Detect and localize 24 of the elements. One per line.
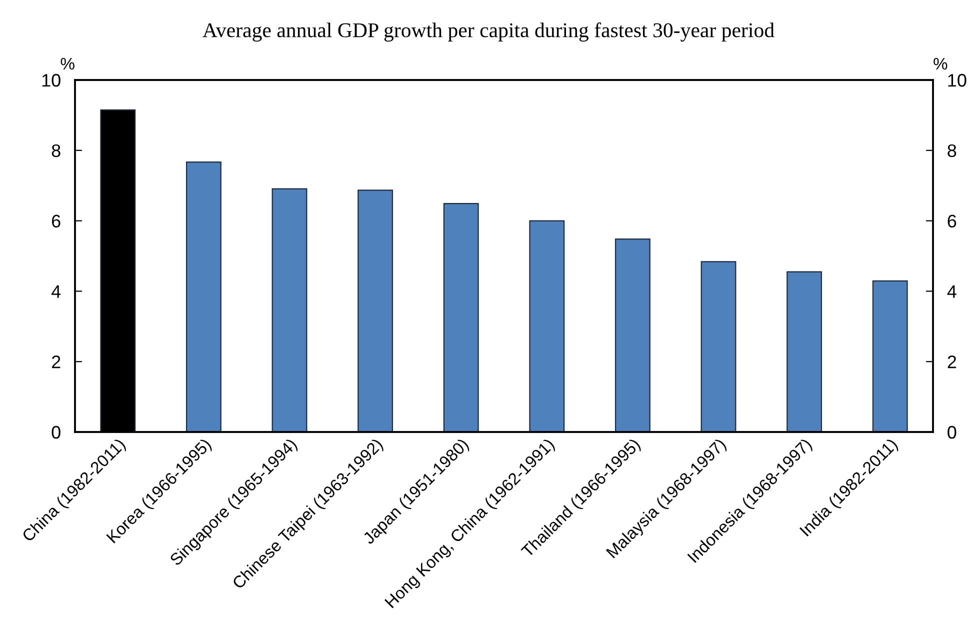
y-tick-label: 6 [52, 214, 60, 228]
bar [786, 271, 822, 432]
y2-tick-label: 2 [948, 356, 956, 368]
y-axis-title: % [60, 58, 74, 70]
y2-axis-title: % [934, 58, 948, 70]
y2-tick-label: 6 [948, 214, 956, 228]
bar [700, 261, 736, 432]
chart-title: Average annual GDP growth per capita during fastest 30-year period [202, 22, 774, 42]
bar [358, 190, 394, 432]
bar [872, 280, 908, 432]
bar [186, 161, 222, 432]
y2-tick-label: 0 [948, 426, 956, 439]
y-tick-label: 0 [52, 426, 60, 439]
y2-tick-label: 10 [948, 74, 966, 87]
y2-tick-label: 4 [947, 285, 956, 298]
y-tick-label: 8 [52, 144, 60, 158]
y2-tick-label: 8 [948, 144, 956, 158]
bar [529, 220, 565, 432]
y-tick-label: 10 [42, 74, 60, 87]
y-tick-label: 4 [51, 285, 61, 298]
bar [443, 202, 479, 432]
bar [272, 188, 308, 432]
y-tick-label: 2 [52, 356, 60, 368]
bar [614, 238, 650, 432]
